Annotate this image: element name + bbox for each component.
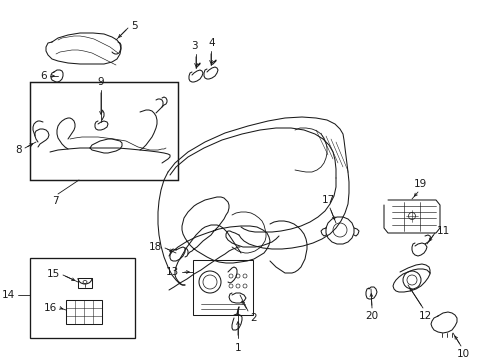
Bar — [30, 82, 178, 180]
Text: 8: 8 — [15, 145, 22, 155]
Text: 14: 14 — [2, 290, 15, 300]
Text: 13: 13 — [165, 267, 179, 277]
Text: 17: 17 — [321, 195, 334, 205]
Text: 19: 19 — [412, 179, 426, 189]
Bar — [30, 258, 135, 338]
Bar — [66, 300, 102, 324]
Text: 1: 1 — [234, 343, 241, 353]
Text: 2: 2 — [249, 313, 256, 323]
Text: 9: 9 — [98, 77, 104, 87]
Text: 18: 18 — [148, 242, 162, 252]
Text: 3: 3 — [190, 41, 197, 51]
Bar — [193, 260, 252, 315]
Text: 15: 15 — [47, 269, 60, 279]
Bar — [78, 278, 92, 288]
Text: 7: 7 — [52, 196, 58, 206]
Text: 10: 10 — [455, 349, 468, 359]
Text: 20: 20 — [365, 311, 378, 321]
Text: 4: 4 — [208, 38, 215, 48]
Text: 6: 6 — [41, 71, 47, 81]
Text: 16: 16 — [43, 303, 57, 313]
Text: 5: 5 — [131, 21, 137, 31]
Text: 11: 11 — [436, 226, 449, 236]
Text: 12: 12 — [418, 311, 431, 321]
